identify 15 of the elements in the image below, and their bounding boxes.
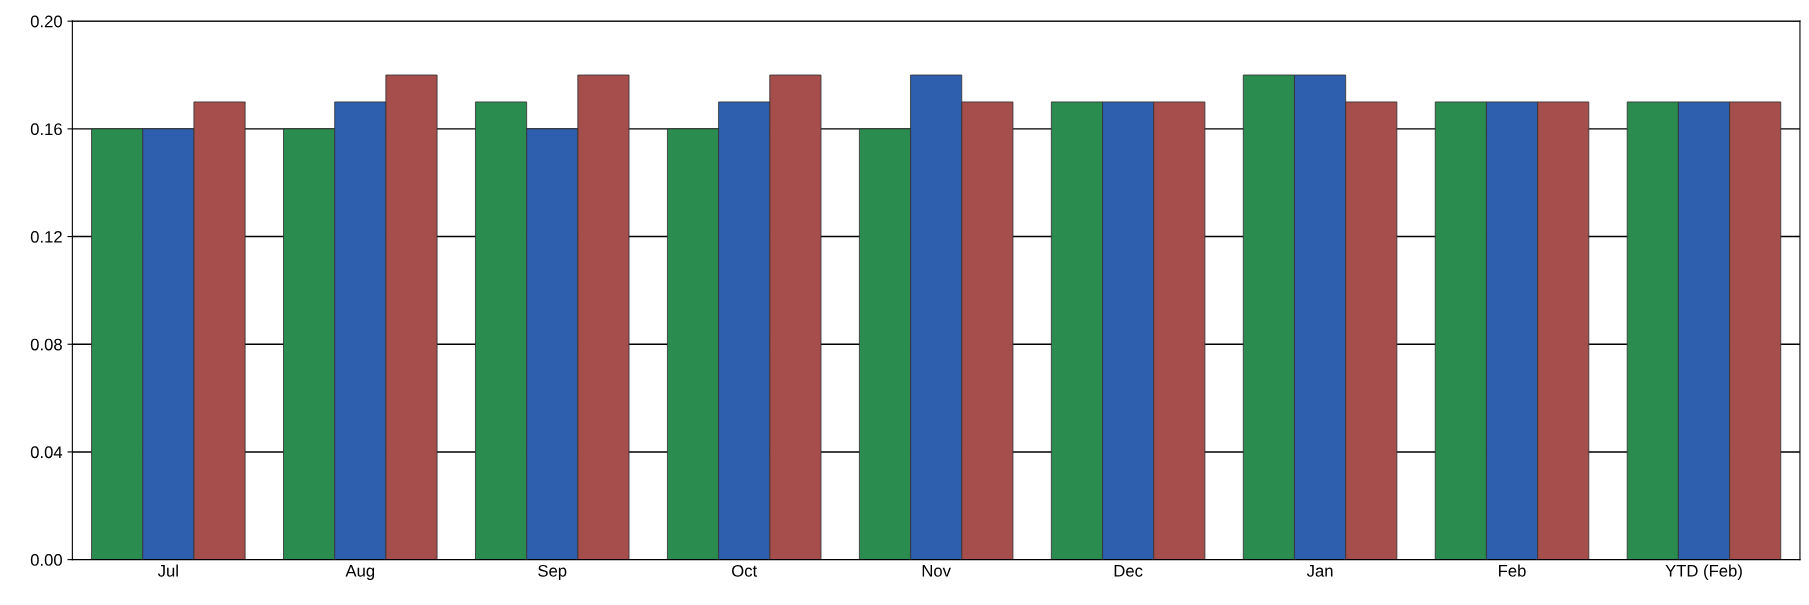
x-tick-label: Aug	[345, 565, 375, 581]
x-tick-label: Dec	[1114, 565, 1143, 577]
x-tick-label: Jul	[157, 564, 178, 577]
x-tick-label: Oct	[732, 564, 758, 577]
x-tick-label: Feb	[1499, 564, 1526, 577]
y-tick-label: 0.04	[30, 446, 63, 459]
x-tick-label: Jan	[1306, 565, 1333, 577]
y-tick-label: 0.08	[30, 338, 62, 351]
x-tick-label: Sep	[538, 564, 567, 581]
y-tick-label: 0.20	[30, 15, 62, 28]
x-tick-label: Nov	[922, 565, 951, 577]
y-tick-label: 0.16	[30, 123, 62, 136]
y-tick-label: 0.00	[30, 554, 62, 566]
x-tick-label: YTD (Feb)	[1665, 564, 1742, 581]
y-tick-label: 0.12	[30, 230, 62, 243]
